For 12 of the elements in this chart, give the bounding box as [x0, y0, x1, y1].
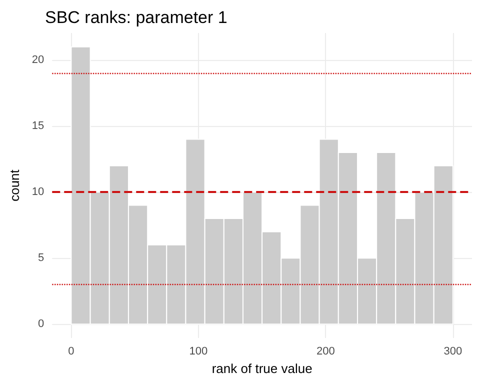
y-tick-label: 15: [32, 120, 44, 132]
y-tick-label: 20: [32, 54, 44, 66]
x-axis-title: rank of true value: [212, 360, 312, 376]
x-tick-label: 100: [189, 346, 208, 358]
chart-title: SBC ranks: parameter 1: [45, 8, 228, 27]
y-tick-label: 10: [32, 186, 44, 198]
y-tick-label: 5: [38, 252, 44, 264]
x-tick-label: 300: [444, 346, 462, 358]
y-tick-label: 0: [38, 318, 44, 330]
y-axis-title: count: [7, 169, 22, 202]
x-tick-label: 200: [316, 346, 335, 358]
x-tick-label: 0: [68, 346, 74, 358]
